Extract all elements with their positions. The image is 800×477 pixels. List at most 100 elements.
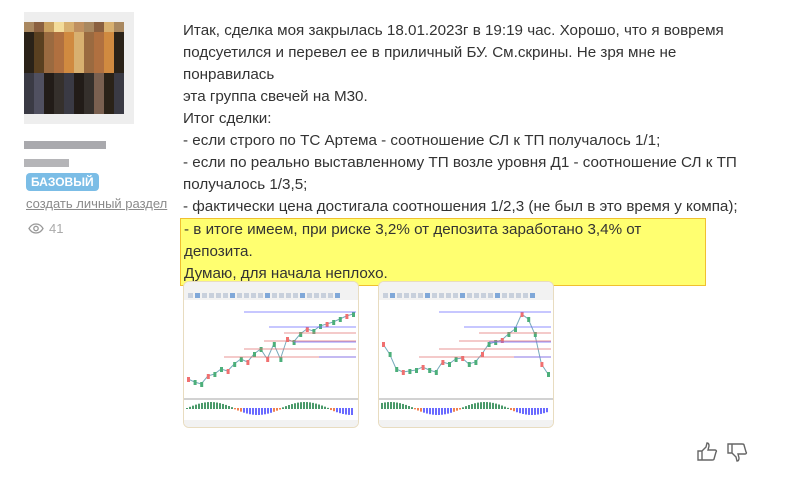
avatar-pixel: [64, 73, 74, 84]
histogram-bar: [297, 402, 299, 409]
toolbar-button: [300, 293, 305, 298]
candle: [474, 360, 478, 365]
toolbar-button: [286, 293, 291, 298]
candle: [401, 370, 405, 375]
histogram-bar: [309, 402, 311, 409]
histogram-bar: [525, 408, 527, 415]
histogram-bar: [336, 408, 338, 413]
thumbs-up-icon[interactable]: [697, 442, 719, 462]
toolbar-button: [523, 293, 528, 298]
avatar-pixel: [94, 73, 104, 84]
avatar-pixel: [54, 32, 64, 43]
avatar-pixel: [94, 113, 104, 124]
histogram-bar: [246, 408, 248, 414]
histogram-bar: [216, 402, 218, 409]
avatar-pixel: [74, 12, 84, 23]
candle: [272, 342, 276, 347]
histogram-bar: [198, 403, 200, 409]
histogram-bar: [486, 402, 488, 409]
histogram-bar: [477, 402, 479, 409]
avatar-pixel: [24, 83, 34, 94]
avatar-pixel: [104, 12, 114, 23]
avatar-pixel: [94, 83, 104, 94]
histogram-bar: [267, 408, 269, 414]
avatar-pixel: [114, 93, 124, 104]
thumbs-down-icon[interactable]: [727, 442, 749, 462]
toolbar-button: [314, 293, 319, 298]
histogram-bar: [348, 408, 350, 415]
candle: [487, 342, 491, 347]
histogram-bar: [312, 402, 314, 409]
post-line: - если по реально выставленному ТП возле…: [183, 154, 737, 171]
avatar-pixel: [104, 83, 114, 94]
histogram-bar: [201, 402, 203, 409]
candle: [540, 362, 544, 367]
avatar-pixel: [84, 103, 94, 114]
histogram-bar: [498, 404, 500, 409]
avatar-pixel: [94, 52, 104, 63]
candle: [481, 352, 484, 357]
avatar-pixel: [64, 113, 74, 124]
avatar-pixel: [94, 42, 104, 53]
avatar-pixel: [24, 32, 34, 43]
avatar-pixel: [124, 12, 134, 23]
candle: [220, 367, 223, 372]
create-section-link[interactable]: создать личный раздел: [26, 196, 168, 211]
price-line: [382, 313, 549, 375]
histogram-bar: [417, 408, 419, 411]
avatar-pixel: [124, 22, 134, 33]
views-count: 41: [49, 221, 64, 236]
avatar-pixel: [54, 93, 64, 104]
histogram-bar: [423, 408, 425, 413]
histogram-bar: [273, 408, 275, 412]
avatar-pixel: [64, 62, 74, 74]
avatar-pixel: [114, 103, 124, 114]
toolbar-button: [321, 293, 326, 298]
histogram-bar: [339, 408, 341, 414]
avatar-pixel: [44, 12, 54, 23]
avatar-pixel: [124, 62, 134, 74]
histogram-bar: [528, 408, 530, 415]
histogram-bar: [270, 408, 272, 413]
avatar-pixel: [74, 103, 84, 114]
toolbar-button: [404, 293, 409, 298]
toolbar-button: [495, 293, 500, 298]
histogram-bar: [255, 408, 257, 415]
chart-screenshot-1[interactable]: [183, 281, 359, 428]
status-badge: БАЗОВЫЙ: [26, 173, 99, 191]
avatar-pixel: [94, 93, 104, 104]
candle: [332, 320, 336, 325]
avatar-pixel: [44, 32, 54, 43]
avatar-pixel: [84, 32, 94, 43]
histogram-bar: [519, 408, 521, 414]
histogram-bar: [288, 405, 290, 409]
histogram-bar: [258, 408, 260, 415]
histogram-bar: [450, 408, 452, 413]
histogram-bar: [213, 402, 215, 409]
username-blurred: [24, 141, 106, 149]
candle: [279, 357, 283, 362]
chart-screenshot-2[interactable]: [378, 281, 554, 428]
candle: [454, 357, 458, 362]
avatar-pixel: [54, 113, 64, 124]
histogram-bar: [234, 408, 236, 410]
post-line: подсуетился и перевел ее в приличный БУ.…: [183, 44, 677, 83]
avatar-pixel: [114, 12, 124, 23]
histogram-bar: [195, 404, 197, 409]
candle: [233, 362, 237, 367]
toolbar-button: [418, 293, 423, 298]
avatar[interactable]: [24, 12, 134, 124]
candle: [292, 340, 296, 345]
toolbar-button: [439, 293, 444, 298]
toolbar-button: [202, 293, 207, 298]
toolbar-button: [509, 293, 514, 298]
candle: [325, 322, 329, 327]
toolbar-button: [488, 293, 493, 298]
candle: [533, 332, 537, 337]
avatar-pixel: [54, 62, 64, 74]
histogram-bar: [327, 407, 329, 409]
user-info-blurred: [24, 159, 69, 167]
toolbar-button: [425, 293, 430, 298]
avatar-pixel: [24, 73, 34, 84]
avatar-pixel: [104, 113, 114, 124]
